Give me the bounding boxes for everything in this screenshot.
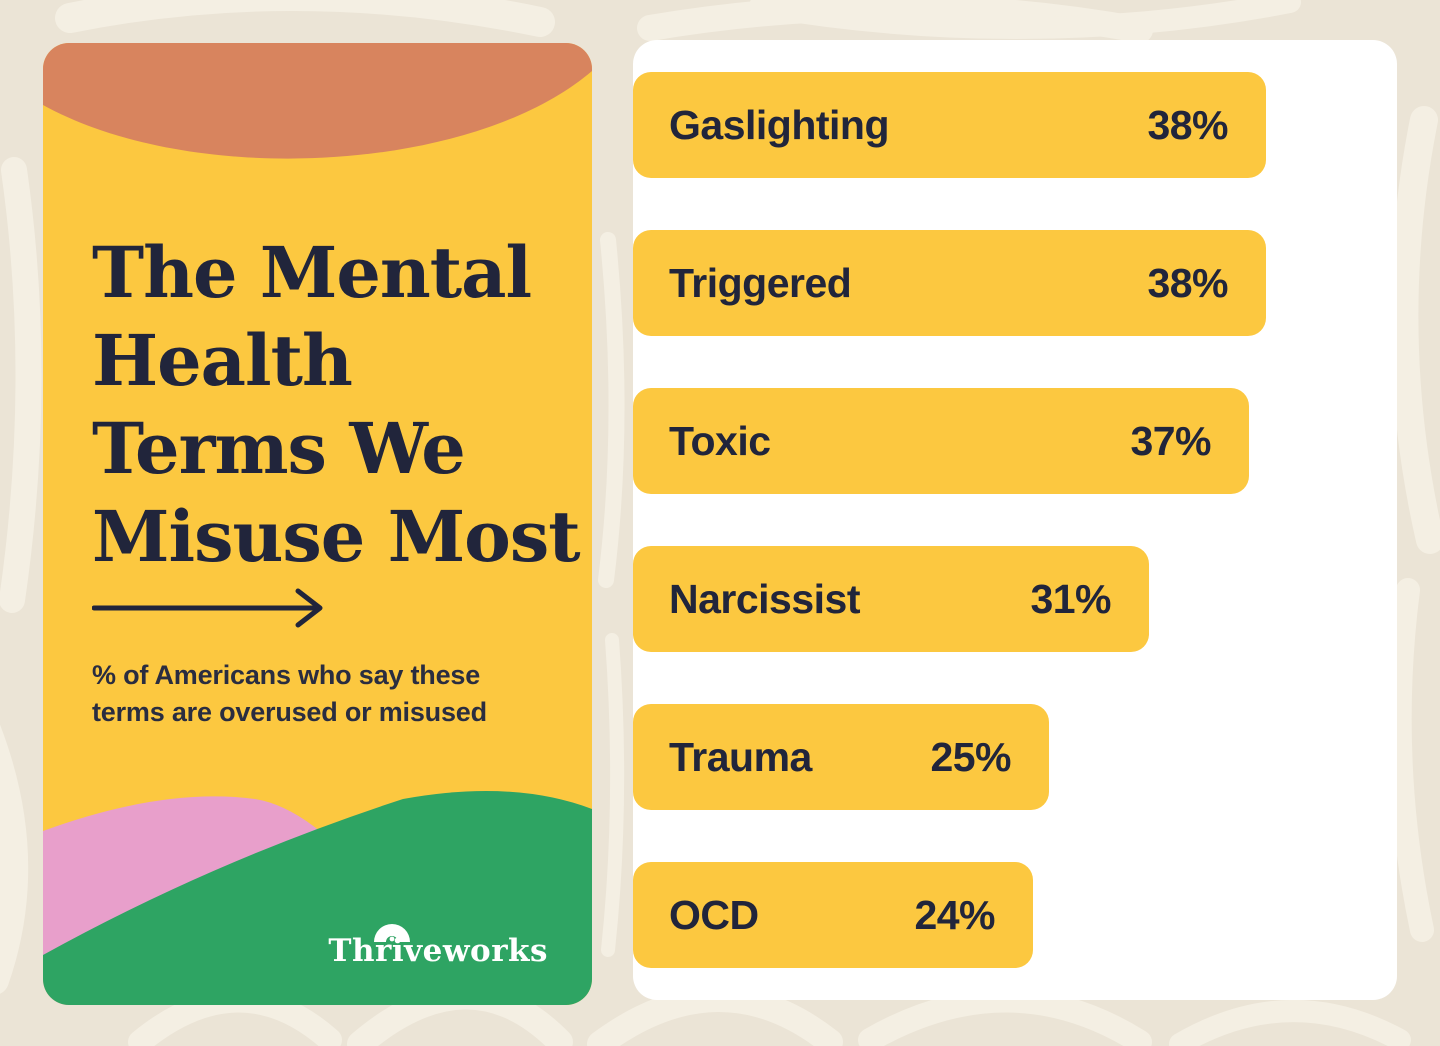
bar-label: Gaslighting [669,101,890,148]
bar-value: 37% [1130,417,1211,464]
infographic-subtitle: % of Americans who say these terms are o… [92,657,487,731]
bar-label: Toxic [669,417,771,464]
bar-label: OCD [669,891,759,938]
title-line-4: Misuse Most [92,495,581,578]
thriveworks-logo: Thriveworks [328,924,548,975]
hills-shapes [43,791,592,1005]
bar-label: Narcissist [669,575,861,622]
bar-label: Trauma [669,733,812,780]
bar-value: 24% [914,891,995,938]
green-hill-shape [43,791,592,1005]
bar-value: 25% [930,733,1011,780]
bar-narcissist: Narcissist 31% [633,546,1149,652]
bar-chart-panel: Gaslighting 38% Triggered 38% Toxic 37% … [633,40,1397,1000]
bar-triggered: Triggered 38% [633,230,1266,336]
logo-wordmark: Thriveworks [328,933,548,969]
bar-label: Triggered [669,259,852,306]
bar-value: 38% [1147,101,1228,148]
subtitle-line-1: % of Americans who say these [92,660,481,690]
title-card: The Mental Health Terms We Misuse Most %… [43,43,592,1005]
bar-value: 38% [1147,259,1228,306]
orange-arc-shape [43,43,592,159]
title-line-3: Terms We [92,407,466,490]
bar-toxic: Toxic 37% [633,388,1249,494]
bar-value: 31% [1030,575,1111,622]
title-line-1: The Mental [92,231,532,314]
bar-trauma: Trauma 25% [633,704,1049,810]
bar-gaslighting: Gaslighting 38% [633,72,1266,178]
logo-dome-icon [374,924,411,942]
bar-ocd: OCD 24% [633,862,1033,968]
title-line-2: Health [92,319,353,402]
infographic-title: The Mental Health Terms We Misuse Most [92,229,581,581]
subtitle-line-2: terms are overused or misused [92,697,487,727]
right-arrow-icon [92,588,323,628]
